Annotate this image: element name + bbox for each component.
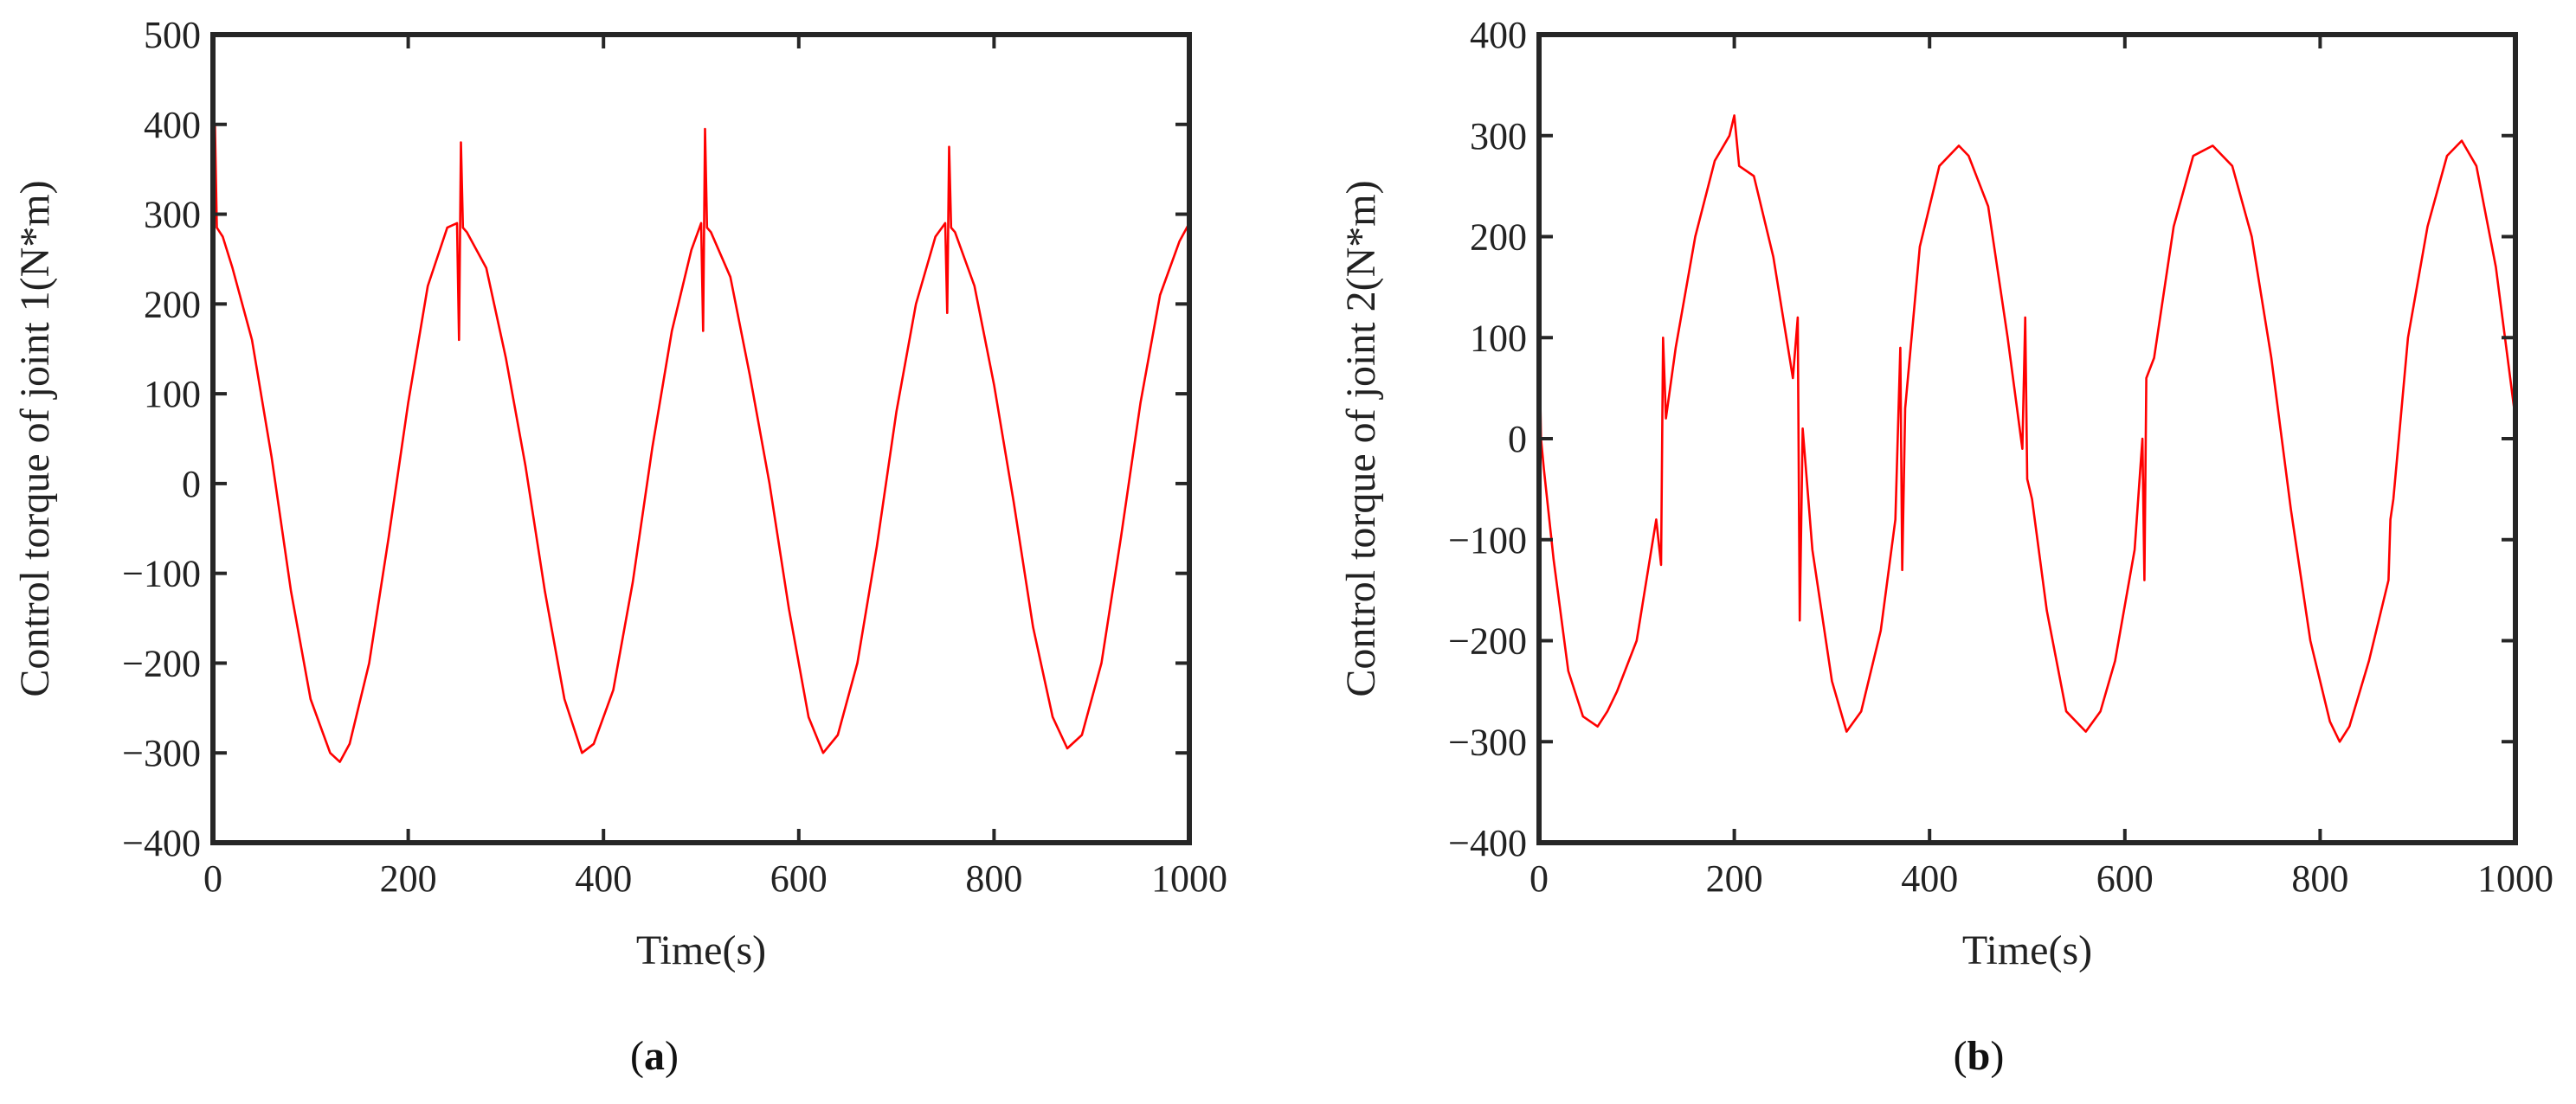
y-axis-label: Control torque of joint 1(N*m)	[12, 180, 58, 696]
panel-a: 0 200 400 600 800 1000 −400 −300 −200 −100 0 100 200…	[12, 14, 1227, 1079]
series-line-1	[211, 123, 1191, 763]
x-tick-label: 400	[1901, 857, 1958, 900]
y-tick-label: −100	[1448, 519, 1527, 562]
y-tick-label: −200	[1448, 620, 1527, 663]
y-tick-label: 300	[144, 194, 201, 236]
y-tick-label: −400	[1448, 822, 1527, 864]
y-tick-label: −300	[1448, 721, 1527, 763]
y-tick-label: 100	[1470, 317, 1527, 359]
y-tick-label: −100	[122, 553, 201, 595]
x-tick-label: 0	[1530, 857, 1549, 900]
x-tick-label: 600	[770, 857, 828, 900]
y-tick-label: −400	[122, 822, 201, 864]
x-tick-label: 800	[2291, 857, 2348, 900]
panel-caption-letter: a	[644, 1033, 665, 1079]
y-tick-label: −300	[122, 732, 201, 774]
x-axis-label: Time(s)	[1962, 927, 2092, 973]
panel-b: 0 200 400 600 800 1000 −400 −300 −200 −100 0 100 200…	[1338, 14, 2553, 1079]
x-tick-label: 1000	[1151, 857, 1227, 900]
y-tick-label: 300	[1470, 115, 1527, 157]
y-tick-label: 100	[144, 373, 201, 415]
x-tick-label: 0	[203, 857, 222, 900]
panel-caption-letter: b	[1967, 1033, 1991, 1079]
x-tick-label: 200	[380, 857, 437, 900]
x-tick-label: 600	[2096, 857, 2154, 900]
y-tick-label: 400	[1470, 14, 1527, 56]
y-tick-label: 200	[144, 283, 201, 325]
x-tick-label: 1000	[2477, 857, 2553, 900]
series-line-1	[1537, 114, 2517, 743]
x-tick-label: 800	[965, 857, 1022, 900]
panel-caption: (b)	[1954, 1033, 2005, 1079]
y-tick-label: 400	[144, 104, 201, 146]
y-tick-label: 200	[1470, 216, 1527, 259]
panel-caption: (a)	[630, 1033, 679, 1079]
y-axis-label: Control torque of joint 2(N*m)	[1338, 180, 1384, 696]
y-tick-label: 0	[182, 463, 201, 505]
x-axis-label: Time(s)	[636, 927, 766, 973]
plot-frame	[210, 32, 1192, 845]
y-tick-label: −200	[122, 642, 201, 684]
y-tick-label: 500	[144, 14, 201, 56]
x-tick-label: 200	[1706, 857, 1763, 900]
x-tick-label: 400	[575, 857, 632, 900]
y-tick-label: 0	[1508, 418, 1527, 460]
